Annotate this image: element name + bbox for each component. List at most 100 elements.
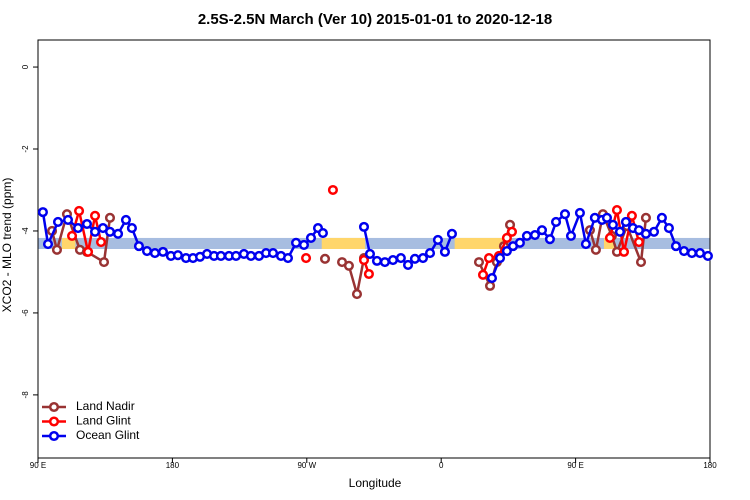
x-tick-label: 90 W bbox=[297, 461, 316, 470]
point bbox=[544, 234, 555, 245]
point bbox=[501, 245, 512, 257]
point bbox=[484, 280, 496, 291]
point bbox=[157, 246, 169, 257]
point bbox=[351, 289, 363, 300]
point bbox=[371, 255, 383, 266]
point bbox=[640, 212, 651, 223]
point bbox=[149, 248, 160, 259]
point bbox=[319, 253, 331, 264]
point bbox=[618, 246, 630, 257]
point bbox=[702, 250, 713, 262]
point bbox=[614, 226, 626, 237]
point bbox=[343, 260, 354, 271]
point bbox=[633, 236, 644, 248]
point bbox=[574, 207, 585, 218]
point bbox=[37, 207, 48, 218]
point bbox=[678, 245, 690, 257]
plot-frame bbox=[37, 39, 711, 459]
point bbox=[82, 246, 94, 257]
point bbox=[81, 218, 93, 230]
point bbox=[521, 230, 532, 241]
point bbox=[432, 234, 443, 246]
point bbox=[282, 252, 294, 264]
point bbox=[686, 248, 697, 259]
point bbox=[604, 232, 615, 243]
legend-marker bbox=[48, 401, 60, 413]
point bbox=[358, 255, 370, 266]
point bbox=[477, 269, 489, 280]
point bbox=[301, 252, 312, 264]
y-tick-label: -4 bbox=[21, 227, 30, 235]
legend-label: Land Nadir bbox=[76, 399, 135, 413]
point bbox=[590, 244, 601, 255]
point bbox=[112, 228, 124, 239]
point bbox=[245, 250, 256, 262]
point bbox=[529, 230, 541, 241]
point bbox=[620, 216, 631, 228]
point bbox=[656, 212, 667, 223]
land-band bbox=[454, 237, 506, 249]
band bbox=[38, 237, 710, 249]
point bbox=[358, 221, 370, 232]
point bbox=[387, 255, 399, 266]
land-band bbox=[61, 237, 76, 249]
point bbox=[694, 248, 706, 259]
point bbox=[483, 252, 495, 264]
point bbox=[364, 248, 376, 259]
x-tick-label: 90 E bbox=[30, 461, 46, 470]
point bbox=[120, 214, 132, 225]
point bbox=[141, 245, 153, 257]
point bbox=[66, 230, 78, 241]
point bbox=[607, 219, 618, 230]
land-band bbox=[321, 237, 366, 249]
point bbox=[395, 252, 406, 264]
point bbox=[550, 216, 562, 228]
x-tick-label: 180 bbox=[703, 461, 717, 470]
point bbox=[74, 205, 85, 216]
point bbox=[98, 257, 110, 268]
point bbox=[133, 241, 144, 252]
y-tick-label: 0 bbox=[21, 64, 30, 69]
x-tick-label: 180 bbox=[166, 461, 180, 470]
point bbox=[417, 252, 429, 264]
point bbox=[409, 253, 420, 264]
point bbox=[486, 273, 498, 284]
x-tick-label: 0 bbox=[439, 461, 444, 470]
point bbox=[95, 236, 107, 248]
point bbox=[536, 225, 548, 236]
point bbox=[104, 212, 116, 223]
point bbox=[580, 239, 591, 250]
point bbox=[494, 252, 506, 264]
legend-marker bbox=[48, 430, 60, 442]
point bbox=[104, 226, 116, 237]
point bbox=[62, 214, 74, 225]
point bbox=[298, 239, 310, 250]
y-tick-label: -8 bbox=[21, 391, 30, 399]
y-tick-label: -2 bbox=[21, 145, 30, 153]
point bbox=[72, 223, 84, 234]
point bbox=[268, 248, 279, 259]
point bbox=[42, 239, 54, 250]
point bbox=[663, 223, 674, 234]
chart-title: 2.5S-2.5N March (Ver 10) 2015-01-01 to 2… bbox=[198, 11, 552, 28]
point bbox=[402, 259, 414, 271]
point bbox=[305, 232, 317, 243]
point bbox=[363, 268, 374, 280]
point bbox=[52, 216, 64, 228]
point bbox=[601, 212, 613, 223]
point bbox=[379, 257, 390, 268]
point bbox=[230, 250, 242, 262]
point bbox=[565, 230, 577, 241]
point bbox=[514, 237, 525, 248]
point bbox=[626, 210, 637, 221]
point bbox=[506, 226, 518, 237]
point bbox=[51, 244, 63, 255]
legend-label: Land Glint bbox=[76, 414, 131, 428]
point bbox=[215, 250, 226, 262]
point bbox=[290, 237, 302, 248]
legend-label: Ocean Glint bbox=[76, 428, 140, 442]
point bbox=[670, 241, 682, 252]
point bbox=[640, 228, 651, 239]
point bbox=[501, 232, 512, 243]
